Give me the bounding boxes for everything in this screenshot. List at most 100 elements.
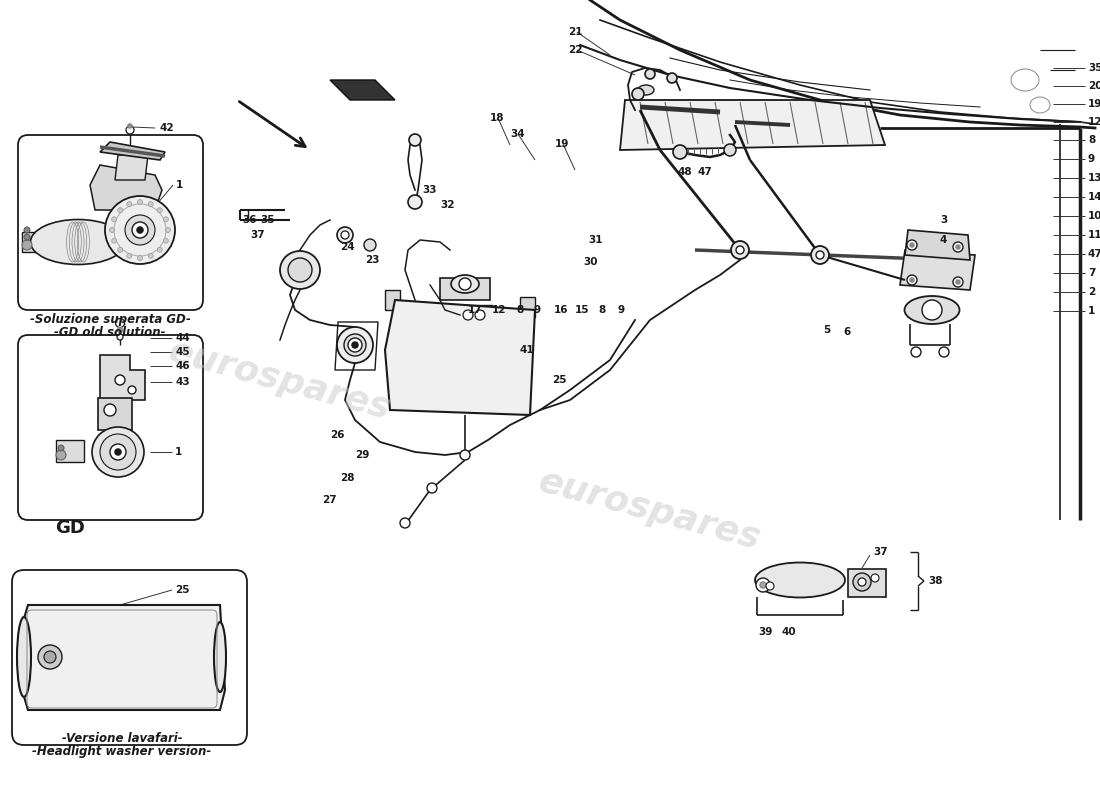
- Ellipse shape: [755, 562, 845, 598]
- Text: 34: 34: [510, 129, 525, 139]
- Circle shape: [724, 144, 736, 156]
- Text: 20: 20: [1088, 81, 1100, 91]
- Circle shape: [110, 227, 114, 233]
- Polygon shape: [116, 155, 148, 180]
- Text: 19: 19: [556, 139, 570, 149]
- Text: 47: 47: [698, 167, 713, 177]
- Text: 45: 45: [175, 347, 189, 357]
- Text: 25: 25: [552, 375, 567, 385]
- Circle shape: [337, 227, 353, 243]
- Text: 48: 48: [678, 167, 693, 177]
- Circle shape: [760, 582, 766, 588]
- Text: 18: 18: [490, 113, 505, 123]
- Text: 12: 12: [1088, 117, 1100, 127]
- Circle shape: [110, 444, 126, 460]
- Text: 10: 10: [1088, 211, 1100, 221]
- Text: -Versione lavafari-: -Versione lavafari-: [62, 731, 183, 745]
- Text: -Headlight washer version-: -Headlight washer version-: [32, 746, 211, 758]
- Circle shape: [56, 450, 66, 460]
- Text: GD: GD: [55, 519, 85, 537]
- Text: 46: 46: [175, 361, 189, 371]
- Circle shape: [39, 645, 62, 669]
- Polygon shape: [385, 290, 400, 310]
- Text: 31: 31: [588, 235, 603, 245]
- Circle shape: [956, 280, 960, 284]
- Ellipse shape: [104, 196, 175, 264]
- Circle shape: [126, 126, 134, 134]
- Polygon shape: [905, 230, 970, 260]
- Circle shape: [811, 246, 829, 264]
- Circle shape: [116, 449, 121, 455]
- Circle shape: [922, 300, 942, 320]
- Circle shape: [475, 310, 485, 320]
- Circle shape: [911, 347, 921, 357]
- Text: -Soluzione superata GD-: -Soluzione superata GD-: [30, 314, 190, 326]
- Circle shape: [427, 483, 437, 493]
- Ellipse shape: [337, 327, 373, 363]
- Circle shape: [22, 240, 32, 250]
- Text: 23: 23: [365, 255, 380, 265]
- Text: 15: 15: [575, 305, 590, 315]
- Ellipse shape: [125, 215, 155, 245]
- Text: 22: 22: [568, 45, 583, 55]
- Text: 16: 16: [554, 305, 569, 315]
- Circle shape: [132, 222, 148, 238]
- Polygon shape: [90, 165, 162, 210]
- Ellipse shape: [31, 219, 125, 265]
- Text: 36: 36: [242, 215, 256, 225]
- Bar: [848, 569, 886, 597]
- Circle shape: [118, 208, 123, 213]
- Bar: [56, 440, 84, 462]
- Text: 17: 17: [468, 305, 483, 315]
- Circle shape: [852, 573, 871, 591]
- Circle shape: [148, 254, 153, 258]
- Text: 13: 13: [1088, 173, 1100, 183]
- Text: 11: 11: [1088, 230, 1100, 240]
- Text: 5: 5: [823, 325, 830, 335]
- Polygon shape: [330, 80, 395, 100]
- Circle shape: [460, 450, 470, 460]
- Ellipse shape: [16, 617, 31, 697]
- Circle shape: [645, 69, 654, 79]
- Polygon shape: [100, 355, 145, 400]
- Text: 32: 32: [440, 200, 454, 210]
- Circle shape: [667, 73, 676, 83]
- Polygon shape: [22, 605, 226, 710]
- Circle shape: [341, 231, 349, 239]
- Ellipse shape: [288, 258, 312, 282]
- Text: 40: 40: [782, 627, 796, 637]
- Text: 1: 1: [175, 447, 183, 457]
- Circle shape: [756, 578, 770, 592]
- Circle shape: [400, 518, 410, 528]
- Polygon shape: [620, 100, 886, 150]
- FancyBboxPatch shape: [18, 135, 203, 310]
- Circle shape: [732, 241, 749, 259]
- Circle shape: [816, 251, 824, 259]
- Circle shape: [871, 574, 879, 582]
- Circle shape: [165, 227, 170, 233]
- Circle shape: [348, 338, 362, 352]
- Circle shape: [138, 227, 143, 233]
- Text: 19: 19: [1088, 99, 1100, 109]
- Circle shape: [364, 239, 376, 251]
- Circle shape: [939, 347, 949, 357]
- Circle shape: [908, 275, 917, 285]
- Ellipse shape: [904, 296, 959, 324]
- Circle shape: [908, 240, 917, 250]
- Text: 25: 25: [175, 585, 189, 595]
- FancyBboxPatch shape: [12, 570, 248, 745]
- Circle shape: [673, 145, 688, 159]
- Circle shape: [459, 278, 471, 290]
- Circle shape: [118, 247, 123, 252]
- Text: 35: 35: [260, 215, 275, 225]
- Circle shape: [116, 318, 124, 327]
- Circle shape: [44, 651, 56, 663]
- Text: 9: 9: [618, 305, 625, 315]
- Bar: [440, 278, 490, 300]
- Circle shape: [148, 202, 153, 206]
- Circle shape: [352, 342, 358, 348]
- Text: -GD old solution-: -GD old solution-: [54, 326, 166, 339]
- Circle shape: [157, 208, 163, 213]
- Polygon shape: [98, 398, 132, 430]
- Circle shape: [632, 88, 644, 100]
